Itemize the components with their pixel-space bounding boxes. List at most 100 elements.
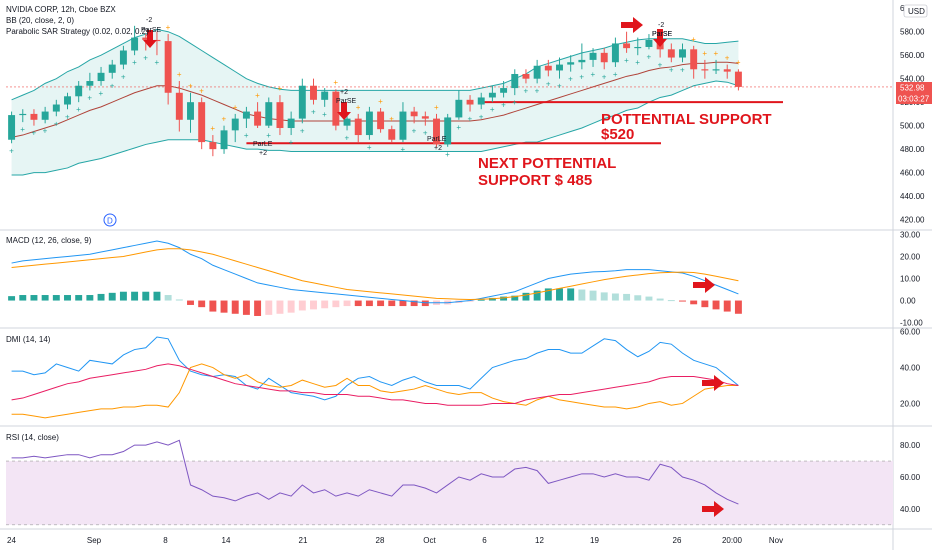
candle-body (8, 115, 16, 140)
candle-body (444, 117, 452, 145)
macd-histogram-bar (477, 299, 485, 301)
sar-dot: + (691, 35, 696, 44)
candle-body (388, 129, 396, 140)
sar-dot: + (43, 126, 48, 135)
candle-body (578, 59, 586, 63)
macd-histogram-bar (421, 300, 429, 307)
macd-histogram-bar (701, 300, 709, 308)
candle-body (533, 65, 541, 79)
sar-dot: + (725, 54, 730, 63)
macd-pane[interactable] (8, 240, 742, 316)
arrow-right-icon (702, 375, 724, 391)
macd-histogram-bar (321, 300, 329, 309)
macd-histogram-bar (589, 290, 597, 301)
candle-body (287, 118, 295, 129)
sar-dot: + (646, 52, 651, 61)
candle-body (187, 102, 194, 120)
sar-dot: + (154, 58, 159, 67)
sar-dot: + (602, 72, 607, 81)
arrow-down-icon (143, 30, 157, 48)
macd-histogram-bar (287, 300, 295, 313)
macd-line (11, 240, 739, 304)
sar-dot: + (65, 112, 70, 121)
bollinger-basis (11, 61, 739, 138)
y-tick-label: 580.00 (900, 28, 925, 37)
candle-body (310, 85, 317, 100)
arrow-right-icon (702, 501, 724, 517)
price-tag (896, 82, 932, 93)
candle-body (567, 62, 575, 65)
candle-body (19, 113, 27, 116)
sar-dot: + (714, 49, 719, 58)
macd-histogram-bar (500, 296, 508, 301)
sar-dot: + (468, 115, 473, 124)
candle-body (667, 49, 675, 58)
sar-dot: + (166, 23, 171, 32)
adx-line (11, 363, 739, 406)
macd-histogram-bar (667, 300, 675, 302)
macd-histogram-bar (298, 300, 306, 311)
sar-sell-arrow (653, 29, 667, 47)
sar-dot: + (658, 61, 663, 70)
sar-dot: + (490, 105, 495, 114)
sar-dot: + (322, 110, 327, 119)
macd-histogram-bar (723, 300, 731, 312)
sar-sell-arrow (143, 30, 157, 48)
currency-label: USD (908, 7, 925, 16)
macd-histogram-bar (623, 293, 631, 301)
arrow-right-icon (621, 17, 643, 33)
x-tick-label: 19 (590, 536, 599, 545)
rsi-pane[interactable] (6, 439, 893, 526)
rsi-band (6, 461, 893, 525)
candle-body (108, 64, 116, 73)
dividend-marker[interactable] (103, 213, 117, 227)
macd-histogram-bar (343, 300, 351, 307)
sar-label: ParLE (427, 136, 447, 143)
sar-dot: + (456, 123, 461, 132)
macd-histogram-bar (175, 299, 183, 301)
sar-dot: + (99, 89, 104, 98)
countdown-value: 03:03:27 (898, 95, 930, 104)
sar-dot: + (289, 138, 294, 147)
x-tick-label: 24 (7, 536, 16, 545)
sar-dot: + (222, 115, 227, 124)
y-tick-label: 560.00 (900, 51, 925, 60)
candle-body (220, 130, 228, 150)
macd-histogram-bar (131, 291, 139, 301)
candle-body (52, 104, 60, 112)
candle-body (421, 116, 429, 119)
candle-body (589, 52, 597, 60)
macd-histogram-bar (75, 295, 83, 301)
x-tick-label: Sep (87, 536, 102, 545)
currency-box[interactable] (903, 4, 928, 18)
macd-histogram-bar (544, 288, 552, 301)
sar-dot: + (177, 70, 182, 79)
candle-body (75, 85, 83, 97)
x-tick-label: Oct (423, 536, 436, 545)
macd-histogram-bar (153, 291, 161, 301)
candle-body (365, 111, 373, 136)
candle-body (399, 111, 407, 140)
macd-histogram-bar (578, 289, 586, 301)
candle-body (332, 91, 340, 126)
candle-body (466, 99, 474, 105)
macd-histogram-bar (634, 295, 642, 301)
y-tick-label: 10.00 (900, 275, 921, 284)
macd-histogram-bar (52, 295, 60, 301)
candle-body (500, 88, 508, 93)
sar-dot: + (199, 86, 204, 95)
support-485-line1: NEXT POTTENTIAL (478, 155, 616, 172)
macd-histogram-bar (611, 293, 619, 301)
x-tick-label: 28 (376, 536, 385, 545)
dmi-pane[interactable] (11, 336, 739, 419)
y-tick-label: 540.00 (900, 75, 925, 84)
sar-dot: + (9, 146, 14, 155)
macd-histogram-bar (86, 295, 94, 301)
macd-histogram-bar (656, 298, 664, 301)
price-pane[interactable]: ++ + +++++++++++++++++++++++++ +++++++++ +++… (6, 23, 893, 176)
minus-di-line (11, 363, 739, 419)
candle-body (611, 43, 619, 63)
sar-legend: Parabolic SAR Strategy (0.02, 0.02, 0.2) (6, 27, 149, 36)
